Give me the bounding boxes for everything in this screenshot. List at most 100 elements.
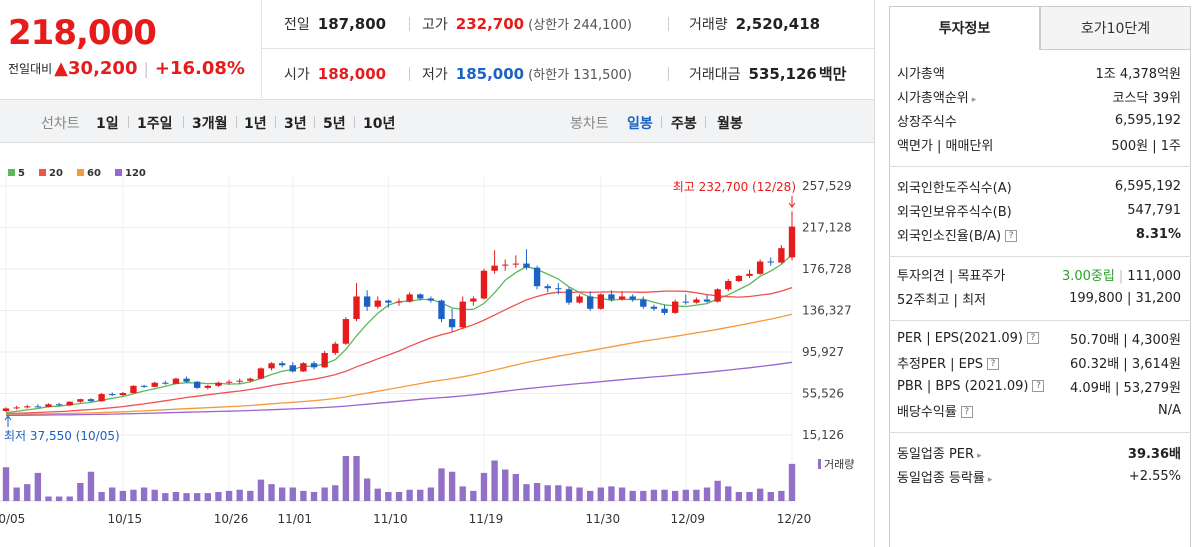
- volume-bar: [289, 487, 296, 501]
- candle-body: [693, 299, 700, 303]
- info-row[interactable]: 동일업종 등락률 ▸ +2.55%: [897, 466, 1181, 486]
- volume-bar: [363, 478, 371, 501]
- candle-body: [618, 296, 626, 300]
- par-value-label: 액면가 | 매매단위: [897, 138, 994, 154]
- period-5y[interactable]: 5년: [323, 116, 346, 132]
- info-row[interactable]: 시가총액순위 ▸ 코스닥 39위: [897, 86, 1181, 106]
- help-icon[interactable]: ?: [960, 406, 973, 418]
- volume-bar: [565, 486, 573, 501]
- candle-body: [470, 298, 477, 302]
- volume-bar: [470, 490, 477, 501]
- listed-shares-label: 상장주식수: [897, 114, 957, 130]
- candle-body: [417, 294, 424, 299]
- volume-bar: [119, 490, 127, 501]
- candle-body: [640, 299, 647, 307]
- divider: [661, 116, 662, 128]
- candle-body: [576, 296, 583, 303]
- chevron-right-icon: ▸: [987, 474, 993, 485]
- candle-body: [502, 264, 509, 266]
- volume-bar: [24, 484, 31, 501]
- chevron-right-icon: ▸: [971, 94, 977, 105]
- market-cap-rank-value: 코스닥 39위: [1112, 90, 1181, 106]
- candle-body: [608, 294, 615, 300]
- stat-high: 고가 232,700 (상한가 244,100): [422, 14, 632, 34]
- period-1w[interactable]: 1주일: [137, 116, 173, 132]
- tab-order-book[interactable]: 호가10단계: [1040, 6, 1191, 50]
- volume-bar: [98, 492, 105, 501]
- change-percent: +16.08%: [154, 58, 245, 79]
- volume-bar: [204, 493, 211, 501]
- help-icon[interactable]: ?: [1005, 230, 1018, 242]
- stats-row-2: 시가 188,000 저가 185,000 (하한가 131,500) 거래대금…: [262, 49, 874, 98]
- x-tick-label: 11/01: [277, 512, 312, 526]
- candle-body: [24, 406, 31, 408]
- volume-bar: [576, 487, 583, 501]
- volume-bar: [66, 496, 73, 501]
- divider: [128, 116, 129, 128]
- legend-swatch: [39, 169, 46, 176]
- stat-volume: 거래량 2,520,418: [689, 14, 820, 34]
- open-label: 시가: [284, 66, 310, 83]
- x-tick-label: 10/05: [0, 512, 25, 526]
- volume-bar: [162, 493, 169, 501]
- week52-value: 199,800 | 31,200: [1069, 290, 1181, 306]
- divider: [889, 166, 1191, 167]
- info-row: 시가총액 1조 4,378억원: [897, 62, 1181, 82]
- candle-body: [310, 363, 318, 368]
- info-row[interactable]: 동일업종 PER ▸ 39.36배: [897, 442, 1181, 462]
- y-tick-label: 217,128: [802, 221, 852, 235]
- prev-label: 전일: [284, 17, 310, 33]
- y-tick-label: 136,327: [802, 304, 852, 318]
- candle-body: [480, 270, 488, 299]
- period-10y[interactable]: 10년: [363, 116, 396, 132]
- legend-label: 20: [49, 168, 63, 179]
- volume-bar: [714, 480, 721, 501]
- tab-content: [889, 49, 1191, 547]
- divider: [354, 116, 355, 128]
- help-icon[interactable]: ?: [986, 358, 999, 370]
- candle-body: [778, 248, 785, 263]
- period-3y[interactable]: 3년: [284, 116, 307, 132]
- help-icon[interactable]: ?: [1026, 332, 1039, 344]
- volume-bar: [427, 487, 435, 501]
- volume-bar: [693, 489, 700, 501]
- info-row: 추정PER | EPS? 60.32배 | 3,614원: [897, 352, 1181, 372]
- candle-body: [788, 226, 796, 258]
- per-value: 50.70배 | 4,300원: [1070, 332, 1181, 348]
- candle-daily[interactable]: 일봉: [627, 116, 653, 132]
- volume-bar: [682, 489, 689, 501]
- candle-weekly[interactable]: 주봉: [671, 116, 697, 132]
- stat-low: 저가 185,000 (하한가 131,500): [422, 64, 632, 84]
- period-1y[interactable]: 1년: [244, 116, 267, 132]
- period-3m[interactable]: 3개월: [192, 116, 228, 132]
- info-row: 외국인한도주식수(A) 6,595,192: [897, 176, 1181, 196]
- divider: [409, 17, 410, 31]
- est-per-value: 60.32배 | 3,614원: [1070, 356, 1181, 372]
- candle-body: [544, 286, 551, 289]
- volume-bar: [778, 490, 785, 501]
- price-summary: 218,000 전일대비 ▲30,200 | +16.08%: [0, 0, 262, 98]
- legend-swatch: [115, 169, 122, 176]
- listed-shares-value: 6,595,192: [1114, 112, 1181, 128]
- y-tick-label: 15,126: [802, 428, 844, 442]
- volume-bar: [268, 484, 275, 501]
- volume-bar: [746, 492, 753, 501]
- divider: [275, 116, 276, 128]
- tab-investment-info[interactable]: 투자정보: [889, 6, 1040, 50]
- period-1d[interactable]: 1일: [96, 116, 119, 132]
- industry-per-label: 동일업종 PER: [897, 446, 975, 462]
- candle-body: [671, 301, 679, 313]
- amount-label: 거래대금: [689, 67, 741, 83]
- candle-body: [374, 300, 381, 307]
- foreign-hold-value: 547,791: [1127, 202, 1181, 218]
- volume-bar: [502, 469, 509, 501]
- candle-monthly[interactable]: 월봉: [717, 116, 743, 132]
- candle-body: [406, 294, 413, 302]
- volume-bar: [140, 487, 148, 501]
- candle-body: [183, 378, 190, 382]
- candle-body: [332, 343, 339, 353]
- help-icon[interactable]: ?: [1032, 380, 1045, 392]
- industry-change-label: 동일업종 등락률: [897, 470, 985, 486]
- candle-body: [725, 281, 732, 290]
- candle-body: [703, 299, 711, 302]
